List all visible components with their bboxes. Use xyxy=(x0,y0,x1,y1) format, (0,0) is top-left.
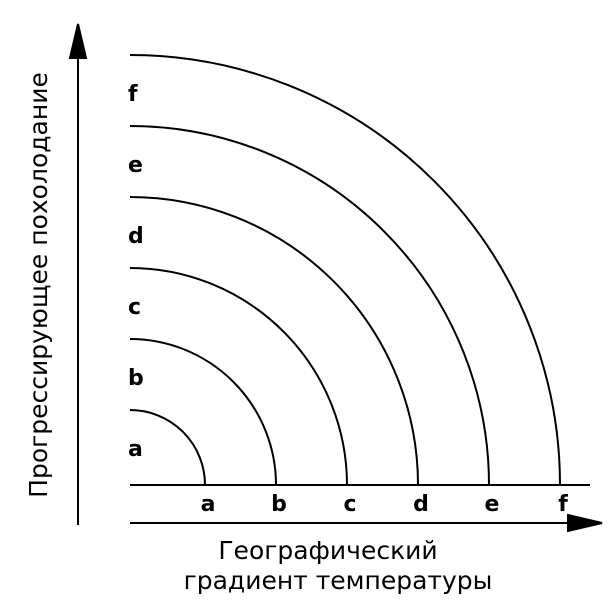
arc-label-bottom: c xyxy=(343,492,356,517)
arc xyxy=(129,338,277,486)
arc xyxy=(129,196,419,486)
arc-label-bottom: f xyxy=(558,492,568,517)
arc-label-bottom: b xyxy=(271,492,287,517)
arc xyxy=(129,409,206,486)
arc-label-left: c xyxy=(128,295,141,320)
x-arrowhead xyxy=(567,513,603,533)
arc-label-left: d xyxy=(128,224,144,249)
arc xyxy=(129,267,348,486)
arc-label-bottom: e xyxy=(485,492,500,517)
arc-label-left: e xyxy=(128,153,143,178)
y-axis-label: Прогрессирующее похолодание xyxy=(24,72,53,498)
x-axis-label: градиент температуры xyxy=(184,566,493,595)
arc xyxy=(129,54,561,486)
arc-label-left: b xyxy=(128,366,144,391)
arc xyxy=(129,125,490,486)
y-arrowhead xyxy=(68,23,88,59)
arc-label-left: f xyxy=(128,82,138,107)
x-axis-label: Географический xyxy=(218,536,437,565)
arc-label-bottom: d xyxy=(413,492,429,517)
arc-label-left: a xyxy=(128,437,143,462)
arc-label-bottom: a xyxy=(201,492,216,517)
